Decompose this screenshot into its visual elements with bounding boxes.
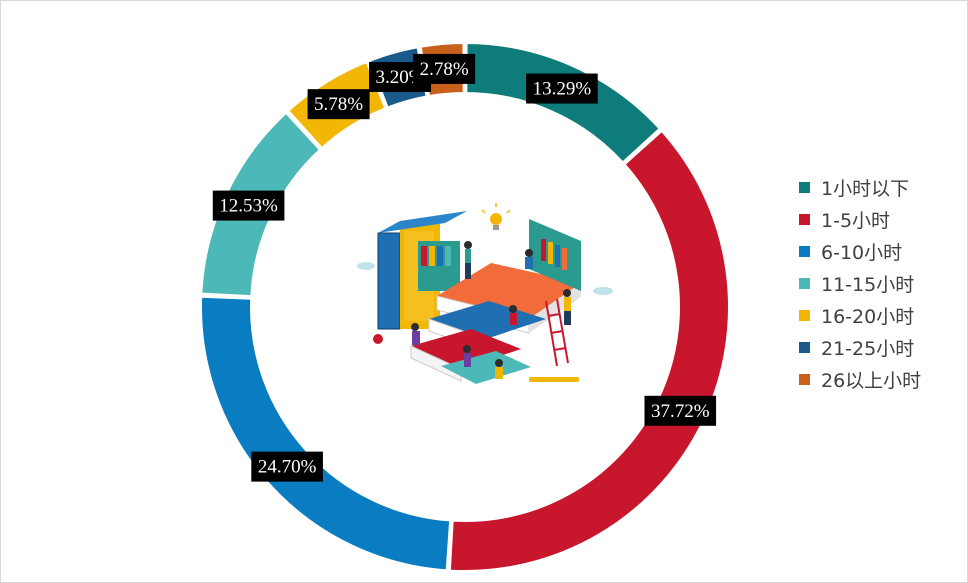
data-label: 24.70% — [251, 451, 323, 482]
data-label: 13.29% — [526, 73, 598, 104]
legend-item[interactable]: 16-20小时 — [799, 299, 967, 331]
data-label: 2.78% — [413, 53, 476, 84]
data-label-background — [212, 190, 285, 221]
data-label-background — [251, 451, 323, 482]
data-label-text: 24.70% — [258, 457, 317, 478]
legend-item[interactable]: 1-5小时 — [799, 203, 967, 235]
donut-slice[interactable] — [448, 129, 730, 572]
legend: 1小时以下 1-5小时 6-10小时 11-15小时 16-20小时 21-25小时 26以… — [799, 171, 967, 395]
legend-swatch — [799, 309, 810, 321]
legend-item[interactable]: 26以上小时 — [799, 363, 967, 395]
legend-label: 16-20小时 — [821, 305, 915, 328]
data-label-background — [644, 395, 717, 426]
legend-item[interactable]: 11-15小时 — [799, 267, 967, 299]
data-label-text: 5.78% — [314, 94, 363, 115]
legend-label: 1-5小时 — [821, 209, 891, 232]
legend-item[interactable]: 1小时以下 — [799, 171, 967, 203]
data-label-background — [526, 73, 598, 104]
data-label-text: 13.29% — [533, 79, 592, 100]
education-books-illustration — [357, 203, 613, 384]
legend-swatch — [799, 213, 810, 225]
data-label: 5.78% — [307, 89, 370, 120]
legend-label: 6-10小时 — [821, 241, 903, 264]
data-label-background — [307, 89, 370, 120]
legend-swatch — [799, 245, 810, 257]
legend-item[interactable]: 6-10小时 — [799, 235, 967, 267]
donut-slice[interactable] — [200, 295, 452, 572]
legend-label: 1小时以下 — [821, 177, 910, 200]
data-label: 37.72% — [644, 395, 717, 426]
data-label-text: 2.78% — [420, 59, 469, 80]
legend-swatch — [799, 181, 810, 193]
legend-swatch — [799, 341, 810, 353]
data-label-text: 12.53% — [219, 196, 278, 217]
legend-swatch — [799, 373, 810, 385]
data-label-text: 3.20% — [376, 67, 425, 88]
legend-swatch — [799, 277, 810, 289]
legend-label: 26以上小时 — [821, 369, 922, 392]
data-label: 12.53% — [212, 190, 285, 221]
data-label-text: 37.72% — [651, 401, 710, 422]
data-label-background — [413, 53, 476, 84]
legend-item[interactable]: 21-25小时 — [799, 331, 967, 363]
legend-label: 11-15小时 — [821, 273, 915, 296]
data-labels: 13.29% 37.72% 24.70% 12.53% 5.78% 3.20%2.78% — [212, 53, 717, 482]
legend-label: 21-25小时 — [821, 337, 915, 360]
